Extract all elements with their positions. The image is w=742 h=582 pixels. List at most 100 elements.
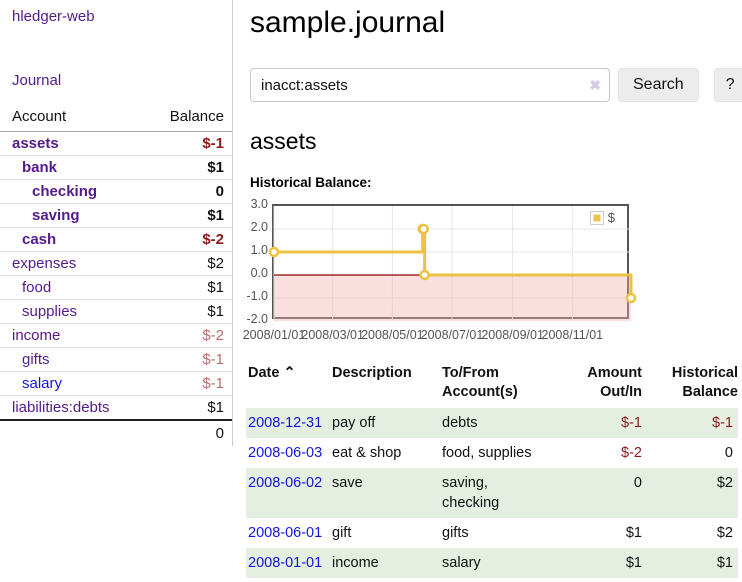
register-header-row: Date ⌃ Description To/From Account(s) Am… (246, 362, 738, 408)
account-balance: $-1 (138, 371, 232, 396)
register-cell-description: pay off (332, 415, 376, 431)
y-tick-label: 2.0 (250, 220, 268, 234)
register-cell-description: eat & shop (332, 445, 402, 461)
y-tick-label: 1.0 (250, 243, 268, 257)
x-tick-label: 2008/07/01 (420, 328, 484, 342)
register-header-account: To/From Account(s) (442, 365, 518, 400)
register-table: Date ⌃ Description To/From Account(s) Am… (246, 362, 738, 578)
account-link[interactable]: cash (22, 231, 57, 248)
main-panel: sample.journal ✖ Search ? assets Histori… (242, 0, 742, 578)
x-tick-label: 2008/01/01 (242, 328, 306, 342)
account-row: expenses $2 (0, 251, 232, 276)
account-row: salary $-1 (0, 371, 232, 396)
account-row: assets $-1 (0, 132, 232, 156)
account-balance: $1 (138, 275, 232, 300)
register-header-description: Description (332, 365, 412, 381)
register-cell-amount: $1 (625, 555, 642, 571)
register-row[interactable]: 2008-12-31 pay off debts $-1 $-1 (246, 408, 738, 438)
account-balance: $-1 (138, 347, 232, 372)
search-form: ✖ Search ? (250, 68, 742, 102)
account-link[interactable]: saving (32, 207, 80, 224)
search-button[interactable]: Search (618, 68, 699, 102)
account-balance: $1 (138, 395, 232, 420)
register-cell-balance: $2 (716, 475, 733, 491)
date-link[interactable]: 2008-06-02 (248, 475, 323, 491)
register-header-balance: Historical Balance (671, 365, 738, 400)
accounts-total-row: 0 (0, 419, 232, 446)
account-row: saving $1 (0, 203, 232, 228)
account-balance: $-2 (138, 227, 232, 252)
account-row: checking 0 (0, 179, 232, 204)
register-cell-accounts: saving, checking (442, 475, 500, 511)
account-row: supplies $1 (0, 299, 232, 324)
account-row: liabilities:debts $1 (0, 395, 232, 420)
series-color-swatch (589, 210, 604, 225)
account-balance: $-1 (202, 135, 224, 152)
register-cell-date: 2008-06-03 (246, 438, 330, 468)
clear-search-icon[interactable]: ✖ (589, 77, 601, 93)
account-link[interactable]: expenses (12, 255, 77, 272)
account-row: gifts $-1 (0, 347, 232, 372)
account-row: bank $1 (0, 155, 232, 180)
legend-label: $ (607, 210, 615, 225)
account-link[interactable]: income (12, 327, 61, 344)
search-input[interactable] (250, 68, 610, 102)
account-link[interactable]: bank (22, 159, 58, 176)
register-cell-description: income (332, 555, 379, 571)
register-cell-balance: 0 (724, 445, 733, 461)
sidebar: hledger-web Journal Account Balance asse… (0, 0, 233, 446)
account-balance: $2 (138, 251, 232, 276)
x-tick-label: 2008/03/01 (301, 328, 364, 342)
date-link[interactable]: 2008-12-31 (248, 415, 323, 431)
account-row: cash $-2 (0, 227, 232, 252)
register-cell-amount: $-1 (621, 415, 642, 431)
register-cell-accounts: food, supplies (442, 445, 532, 461)
accounts-header-balance: Balance (138, 104, 232, 132)
account-link[interactable]: assets (12, 135, 59, 152)
chart-legend: $ (587, 209, 617, 226)
accounts-total-value: 0 (138, 419, 232, 446)
account-row: income $-2 (0, 323, 232, 348)
register-cell-date: 2008-12-31 (246, 408, 330, 438)
accounts-header-account: Account (0, 104, 139, 132)
x-tick-label: 2008/11/01 (541, 328, 604, 342)
y-tick-label: -2.0 (246, 312, 268, 326)
account-balance: 0 (138, 179, 232, 204)
account-link[interactable]: supplies (22, 303, 78, 320)
account-balance: $1 (138, 155, 232, 180)
register-row[interactable]: 2008-06-02 save saving, checking 0 $2 (246, 468, 738, 518)
date-link[interactable]: 2008-01-01 (248, 555, 323, 571)
sort-ascending-icon[interactable]: ⌃ (283, 365, 296, 381)
historical-balance-chart: 3.0 2.0 1.0 0.0 -1.0 -2.0 $ 2008/01/01 2008/03… (242, 197, 666, 351)
register-row[interactable]: 2008-06-01 gift gifts $1 $2 (246, 518, 738, 548)
y-tick-label: -1.0 (246, 289, 268, 303)
account-link[interactable]: liabilities:debts (12, 399, 110, 416)
x-tick-label: 2008/09/01 (481, 328, 544, 342)
account-link[interactable]: gifts (22, 351, 50, 368)
register-cell-balance: $2 (716, 525, 733, 541)
journal-nav-link[interactable]: Journal (12, 72, 62, 89)
help-button[interactable]: ? (713, 68, 742, 102)
register-header-date[interactable]: Date ⌃ (248, 365, 296, 381)
account-link[interactable]: checking (32, 183, 98, 200)
date-link[interactable]: 2008-06-01 (248, 525, 323, 541)
account-link[interactable]: food (22, 279, 52, 296)
register-row[interactable]: 2008-06-03 eat & shop food, supplies $-2 0 (246, 438, 738, 468)
account-heading: assets (250, 128, 317, 154)
app-title-link[interactable]: hledger-web (12, 8, 95, 25)
account-balance: $1 (138, 299, 232, 324)
y-tick-label: 3.0 (250, 197, 268, 211)
account-balance: $-2 (138, 323, 232, 348)
date-link[interactable]: 2008-06-03 (248, 445, 323, 461)
chart-title: Historical Balance: (250, 175, 372, 190)
register-cell-date: 2008-06-01 (246, 518, 330, 548)
x-tick-label: 2008/05/01 (361, 328, 424, 342)
register-cell-date: 2008-01-01 (246, 548, 330, 578)
account-balance: $1 (138, 203, 232, 228)
register-cell-description: gift (332, 525, 352, 541)
register-cell-balance: $-1 (712, 415, 733, 431)
register-row[interactable]: 2008-01-01 income salary $1 $1 (246, 548, 738, 578)
account-link[interactable]: salary (22, 375, 63, 392)
register-cell-balance: $1 (716, 555, 733, 571)
accounts-balance-table: Account Balance assets $-1 bank $1 checking 0… (0, 104, 232, 446)
